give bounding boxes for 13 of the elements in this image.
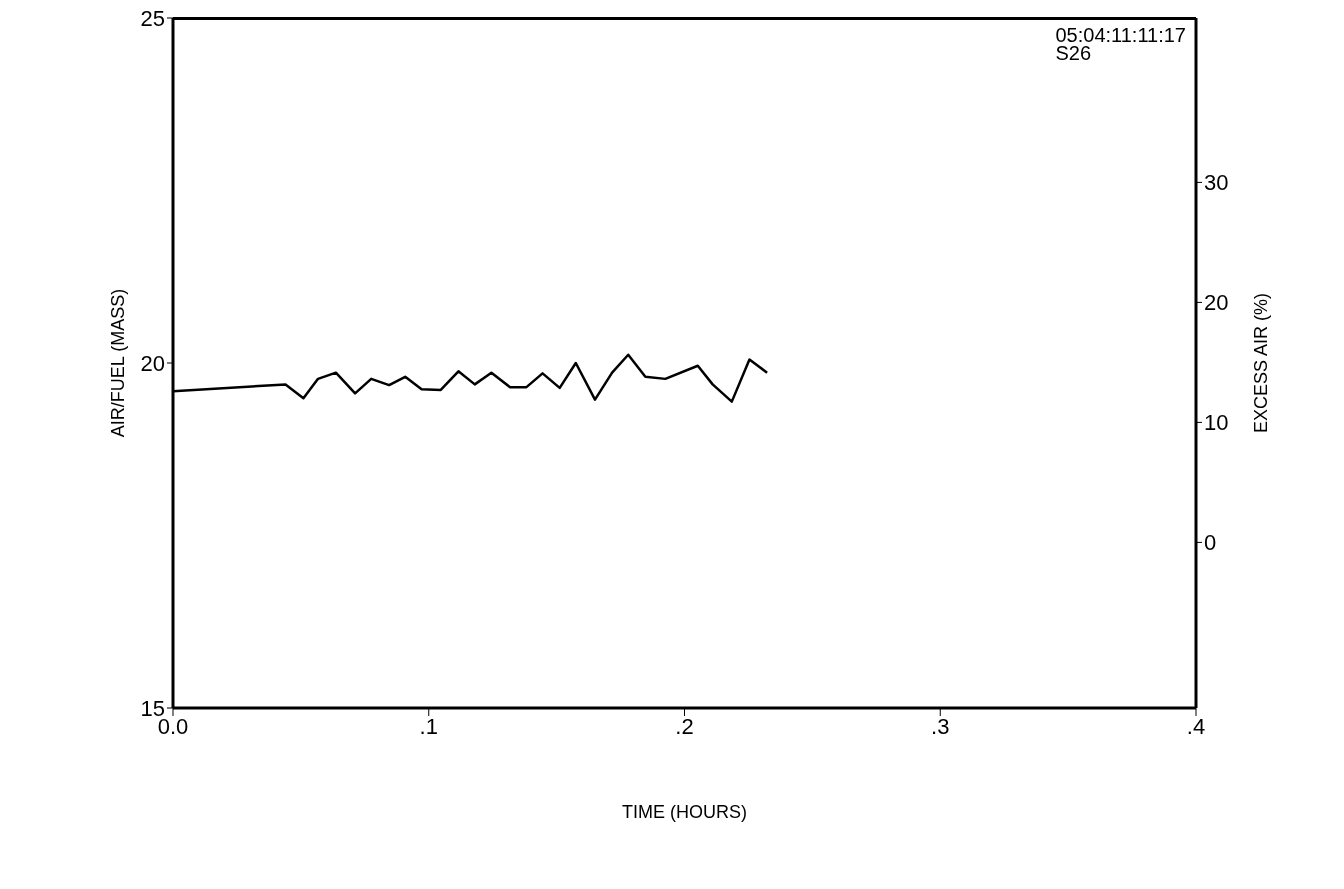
y2-tick-label: 20 <box>1204 290 1229 316</box>
y2-tick-label: 10 <box>1204 410 1229 436</box>
y-tick-label: 25 <box>140 5 165 31</box>
x-axis-title: TIME (HOURS) <box>622 802 747 822</box>
x-tick-label: .3 <box>931 713 950 739</box>
y2-axis-title: EXCESS AIR (%) <box>1251 292 1272 434</box>
y-axis-title: AIR/FUEL (MASS) <box>108 288 129 438</box>
y-tick-label: 20 <box>140 350 165 376</box>
y2-tick-label: 30 <box>1204 170 1229 196</box>
y2-tick-label: 0 <box>1204 530 1217 556</box>
x-tick-label: .4 <box>1186 713 1206 739</box>
x-tick-label: .2 <box>675 713 694 739</box>
x-tick-label: .1 <box>419 713 438 739</box>
